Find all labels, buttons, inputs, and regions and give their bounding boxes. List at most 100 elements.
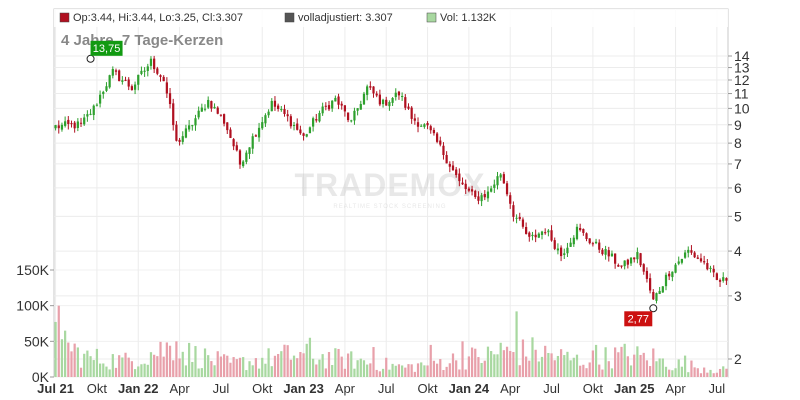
candle-body <box>133 84 137 90</box>
candle-body <box>579 228 582 231</box>
candle-body <box>181 136 184 142</box>
volume-bar <box>470 347 474 377</box>
volume-bar <box>57 305 60 377</box>
volume-bar <box>572 357 575 377</box>
volume-bar <box>133 369 137 377</box>
candle-body <box>156 68 159 74</box>
volume-bar <box>588 362 591 377</box>
candle-body <box>572 237 575 245</box>
candle-body <box>429 126 432 131</box>
candle-body <box>388 102 391 107</box>
volume-bar <box>537 361 540 377</box>
candle-body <box>140 70 143 74</box>
volume-bar <box>242 357 245 377</box>
candle-body <box>559 247 563 257</box>
candle-body <box>327 105 331 110</box>
volume-bar <box>674 368 677 377</box>
candle-body <box>267 111 270 116</box>
volume-bar <box>200 368 203 377</box>
candle-body <box>709 267 712 269</box>
candle-body <box>346 112 350 121</box>
volume-bar <box>245 370 248 377</box>
candle-body <box>98 94 102 104</box>
candle-body <box>216 107 219 114</box>
volume-bar <box>254 358 257 377</box>
volume-bar <box>458 369 461 377</box>
volume-bar <box>315 364 318 377</box>
volume-bar <box>480 362 483 377</box>
candle-body <box>531 234 534 237</box>
volume-axis: 150K 100K 50K 0K <box>16 262 54 385</box>
candle-body <box>699 258 703 262</box>
time-tick-label: Apr <box>665 381 686 396</box>
candle-body <box>79 122 83 124</box>
volume-bar <box>83 353 86 377</box>
candle-body <box>286 114 289 117</box>
volume-bar <box>525 356 528 377</box>
time-tick-label: Okt <box>87 381 108 396</box>
extreme-markers: 13,75 2,77 <box>86 40 658 327</box>
volume-bar <box>556 355 560 377</box>
volume-bar <box>222 354 226 377</box>
candle-body <box>172 103 175 126</box>
volume-bar <box>591 350 594 377</box>
volume-bar <box>305 343 308 377</box>
candle-body <box>464 183 467 190</box>
volume-bar <box>277 353 280 377</box>
volume-bar <box>687 372 690 377</box>
volume-bar <box>369 363 372 377</box>
volume-bar <box>703 367 706 377</box>
candle-body <box>337 96 340 105</box>
candle-body <box>499 174 502 178</box>
candle-body <box>248 147 251 154</box>
candle-body <box>486 191 490 199</box>
volume-bar <box>531 337 534 377</box>
candle-body <box>194 118 197 126</box>
candle-body <box>544 232 547 234</box>
volume-bar <box>620 346 623 377</box>
candle-body <box>413 118 416 121</box>
volume-bar <box>340 356 343 377</box>
legend-background <box>54 9 728 27</box>
volume-bar <box>267 348 270 377</box>
candle-body <box>162 76 165 82</box>
candle-body <box>683 252 687 258</box>
candle-body <box>483 194 486 198</box>
candle-body <box>633 257 636 260</box>
candle-body <box>664 274 668 287</box>
price-tick-label: 7 <box>734 156 742 172</box>
candle-body <box>296 123 299 130</box>
volume-bar <box>257 368 261 377</box>
candle-body <box>645 270 649 279</box>
candle-body <box>184 128 188 138</box>
candle-body <box>270 100 273 112</box>
candle-body <box>718 280 722 282</box>
candle-body <box>381 99 385 105</box>
volume-bar <box>331 365 334 377</box>
volume-bar <box>655 361 658 377</box>
volume-bar <box>251 365 254 377</box>
volume-bar <box>184 365 188 377</box>
volume-bar <box>614 347 617 377</box>
candle-body <box>200 107 203 112</box>
volume-bar <box>518 365 521 377</box>
volume-bar <box>582 364 585 377</box>
time-tick-label: Apr <box>335 381 356 396</box>
candle-body <box>89 113 92 115</box>
candle-body <box>57 125 60 129</box>
volume-tick-label: 0K <box>32 369 50 385</box>
candle-body <box>311 118 315 127</box>
candle-body <box>661 286 664 293</box>
volume-bar <box>661 358 664 377</box>
high-marker-badge <box>90 40 123 56</box>
volume-bar <box>194 346 197 377</box>
candle-body <box>191 125 194 127</box>
candle-body <box>563 253 566 255</box>
candle-body <box>219 114 223 116</box>
volume-bar <box>633 354 636 377</box>
candle-body <box>725 278 728 281</box>
volume-bar <box>658 358 661 377</box>
candle-body <box>369 86 372 88</box>
candle-body <box>340 103 343 106</box>
candle-body <box>331 100 334 109</box>
